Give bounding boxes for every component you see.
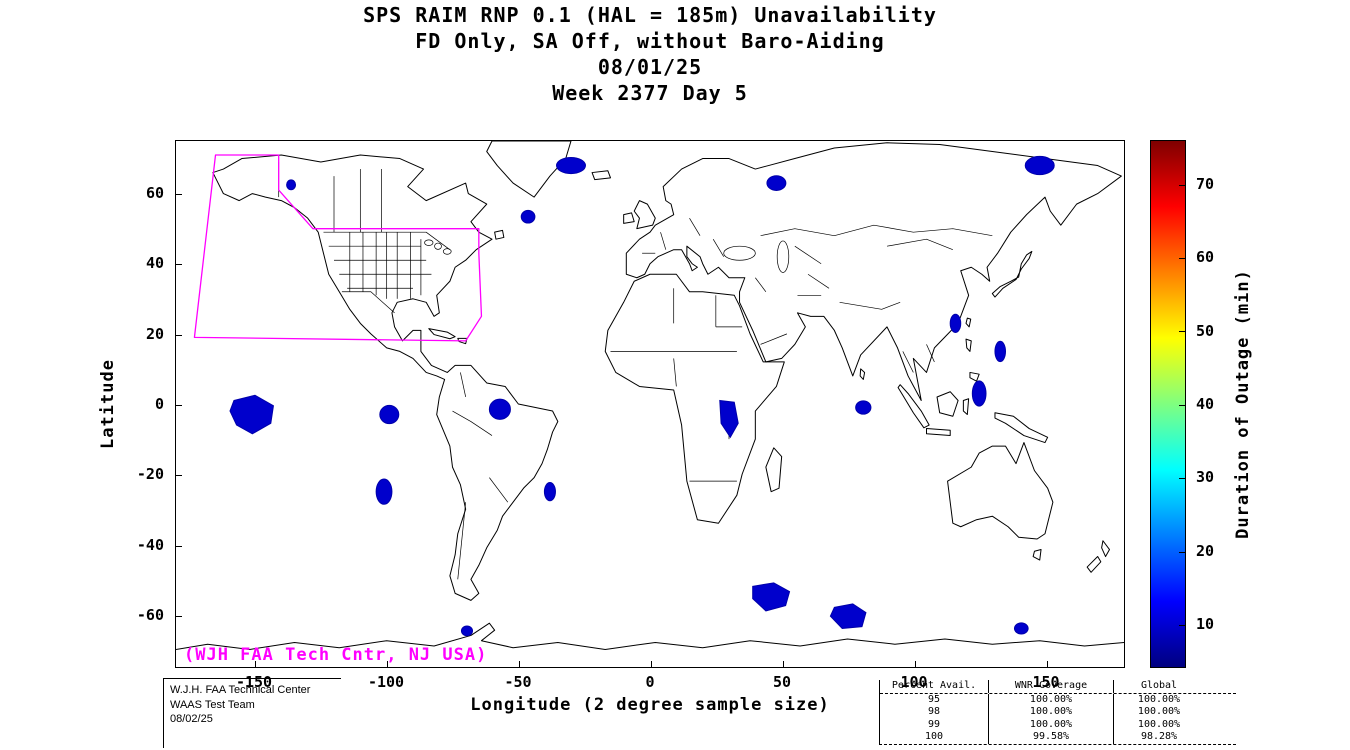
- colorbar-tick-label: 40: [1196, 395, 1215, 413]
- x-tick-label: -50: [504, 673, 532, 691]
- y-tick-label: -20: [136, 465, 164, 483]
- table-row: 98 100.00% 100.00%: [880, 706, 1236, 719]
- axis-tick: [255, 661, 256, 667]
- colorbar-tick-label: 70: [1196, 175, 1215, 193]
- title-block: SPS RAIM RNP 0.1 (HAL = 185m) Unavailabi…: [175, 2, 1125, 106]
- x-tick-label: 100: [900, 673, 928, 691]
- colorbar-tick: [1179, 478, 1185, 479]
- x-tick-label: 50: [772, 673, 792, 691]
- table-cell: 100.00%: [1113, 718, 1204, 731]
- y-tick-label: -40: [136, 536, 164, 554]
- y-tick-label: 20: [145, 325, 164, 343]
- x-tick-label: -150: [235, 673, 273, 691]
- table-row: 95 100.00% 100.00%: [880, 693, 1236, 706]
- colorbar-tick: [1179, 405, 1185, 406]
- table-cell: 100: [924, 731, 944, 742]
- colorbar-tick: [1179, 185, 1185, 186]
- map-plot: (WJH FAA Tech Cntr, NJ USA): [175, 140, 1125, 668]
- title-line-1: SPS RAIM RNP 0.1 (HAL = 185m) Unavailabi…: [363, 3, 937, 27]
- title-line-2: FD Only, SA Off, without Baro-Aiding: [415, 29, 885, 53]
- colorbar-tick-label: 60: [1196, 248, 1215, 266]
- table-cell: 100.00%: [988, 706, 1113, 719]
- table-header-row: Percent Avail. WNR Coverage Global: [880, 680, 1236, 694]
- table-row: 99 100.00% 100.00%: [880, 718, 1236, 731]
- colorbar-tick: [1179, 331, 1185, 332]
- table-header-cell: WNR Coverage: [988, 680, 1113, 693]
- world-map-svg: [176, 141, 1124, 667]
- table-cell: 95: [927, 693, 941, 705]
- colorbar-tick-label: 10: [1196, 615, 1215, 633]
- axis-tick: [651, 661, 652, 667]
- axis-tick: [176, 475, 182, 476]
- table-cell: 100.00%: [1113, 706, 1204, 719]
- y-tick-label: 0: [154, 395, 164, 413]
- colorbar-tick: [1179, 552, 1185, 553]
- x-tick-label: 0: [645, 673, 655, 691]
- x-axis-label: Longitude (2 degree sample size): [470, 695, 830, 715]
- axis-tick: [387, 661, 388, 667]
- colorbar-tick-label: 20: [1196, 542, 1215, 560]
- axis-tick: [783, 661, 784, 667]
- coastlines: [176, 141, 1124, 649]
- y-tick-label: 40: [145, 254, 164, 272]
- colorbar: [1150, 140, 1186, 668]
- availability-table: Percent Avail. WNR Coverage Global 95 10…: [879, 680, 1236, 745]
- x-tick-label: -100: [367, 673, 405, 691]
- axis-tick: [519, 661, 520, 667]
- footer-line-3: 08/02/25: [170, 713, 213, 725]
- country-borders: [279, 162, 993, 579]
- table-cell: 99: [927, 718, 941, 730]
- axis-tick: [176, 194, 182, 195]
- y-tick-label: 60: [145, 184, 164, 202]
- footer-line-2: WAAS Test Team: [170, 698, 255, 711]
- y-axis-label: Latitude: [98, 359, 118, 449]
- axis-tick: [176, 405, 182, 406]
- waas-coverage-outline: [194, 155, 481, 341]
- title-line-3: 08/01/25: [597, 55, 703, 79]
- axis-tick: [915, 661, 916, 667]
- outage-regions: [230, 156, 1054, 635]
- table-cell: 98: [927, 706, 941, 717]
- title-line-4: Week 2377 Day 5: [552, 81, 748, 105]
- table-cell: 100.00%: [988, 718, 1113, 731]
- axis-tick: [1047, 661, 1048, 667]
- colorbar-tick: [1179, 625, 1185, 626]
- axis-tick: [176, 546, 182, 547]
- colorbar-label: Duration of Outage (min): [1233, 269, 1253, 539]
- axis-tick: [176, 335, 182, 336]
- colorbar-tick-label: 50: [1196, 322, 1215, 340]
- axis-tick: [176, 616, 182, 617]
- table-row: 100 99.58% 98.28%: [880, 731, 1236, 744]
- x-tick-label: 150: [1032, 673, 1060, 691]
- table-cell: 99.58%: [988, 731, 1113, 744]
- table-header-cell: Percent Avail.: [891, 680, 977, 691]
- watermark: (WJH FAA Tech Cntr, NJ USA): [184, 645, 488, 665]
- table-cell: 98.28%: [1113, 731, 1204, 744]
- y-tick-label: -60: [136, 606, 164, 624]
- table-cell: 100.00%: [1113, 693, 1204, 706]
- footer-credits: W.J.H. FAA Technical Center WAAS Test Te…: [163, 678, 341, 748]
- colorbar-tick-label: 30: [1196, 468, 1215, 486]
- footer-line-1: W.J.H. FAA Technical Center: [170, 684, 311, 696]
- table-header-cell: Global: [1113, 680, 1204, 693]
- table-cell: 100.00%: [988, 693, 1113, 706]
- axis-tick: [176, 264, 182, 265]
- colorbar-tick: [1179, 258, 1185, 259]
